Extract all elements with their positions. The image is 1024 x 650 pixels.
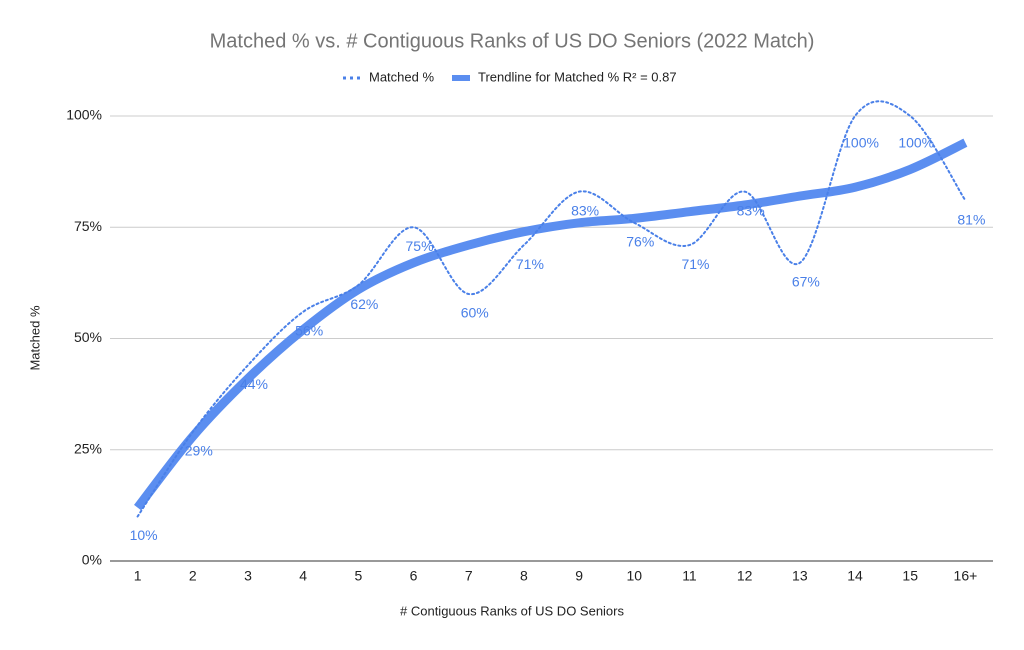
data-label: 62% (350, 296, 378, 312)
data-label: 44% (240, 376, 268, 392)
data-label: 75% (406, 238, 434, 254)
x-tick-label: 3 (244, 568, 252, 584)
trendline (134, 138, 968, 511)
x-tick-label: 15 (902, 568, 918, 584)
x-tick-label: 13 (792, 568, 808, 584)
data-label: 67% (792, 274, 820, 290)
data-line (136, 100, 967, 518)
x-tick-label: 16+ (954, 568, 978, 584)
x-tick-label: 6 (410, 568, 418, 584)
x-axis-title: # Contiguous Ranks of US DO Seniors (400, 603, 624, 618)
y-axis-title: Matched % (27, 305, 42, 370)
y-tick-label: 25% (74, 440, 102, 456)
data-label: 56% (295, 323, 323, 339)
data-label: 60% (461, 305, 489, 321)
y-tick-label: 50% (74, 329, 102, 345)
y-tick-label: 75% (74, 218, 102, 234)
data-label: 71% (516, 256, 544, 272)
x-tick-label: 10 (626, 568, 642, 584)
x-tick-label: 11 (682, 568, 697, 584)
x-tick-label: 4 (299, 568, 307, 584)
data-label: 76% (626, 234, 654, 250)
data-label: 100% (843, 135, 879, 151)
x-tick-label: 8 (520, 568, 528, 584)
x-tick-label: 9 (575, 568, 583, 584)
y-tick-label: 100% (66, 107, 102, 123)
plot-area (134, 100, 968, 518)
data-label: 10% (130, 527, 158, 543)
data-label: 81% (957, 211, 985, 227)
x-tick-label: 14 (847, 568, 863, 584)
legend-label: Matched % (369, 69, 434, 84)
data-label: 83% (571, 202, 599, 218)
x-tick-label: 2 (189, 568, 197, 584)
x-tick-label: 1 (134, 568, 142, 584)
data-label: 29% (185, 443, 213, 459)
data-label: 100% (898, 135, 934, 151)
y-tick-label: 0% (82, 552, 102, 568)
data-label: 71% (681, 256, 709, 272)
legend-label: Trendline for Matched % R² = 0.87 (478, 69, 677, 84)
chart-title: Matched % vs. # Contiguous Ranks of US D… (210, 30, 815, 52)
x-tick-label: 7 (465, 568, 473, 584)
x-tick-label: 12 (737, 568, 753, 584)
x-tick-label: 5 (354, 568, 362, 584)
data-label: 83% (737, 202, 765, 218)
